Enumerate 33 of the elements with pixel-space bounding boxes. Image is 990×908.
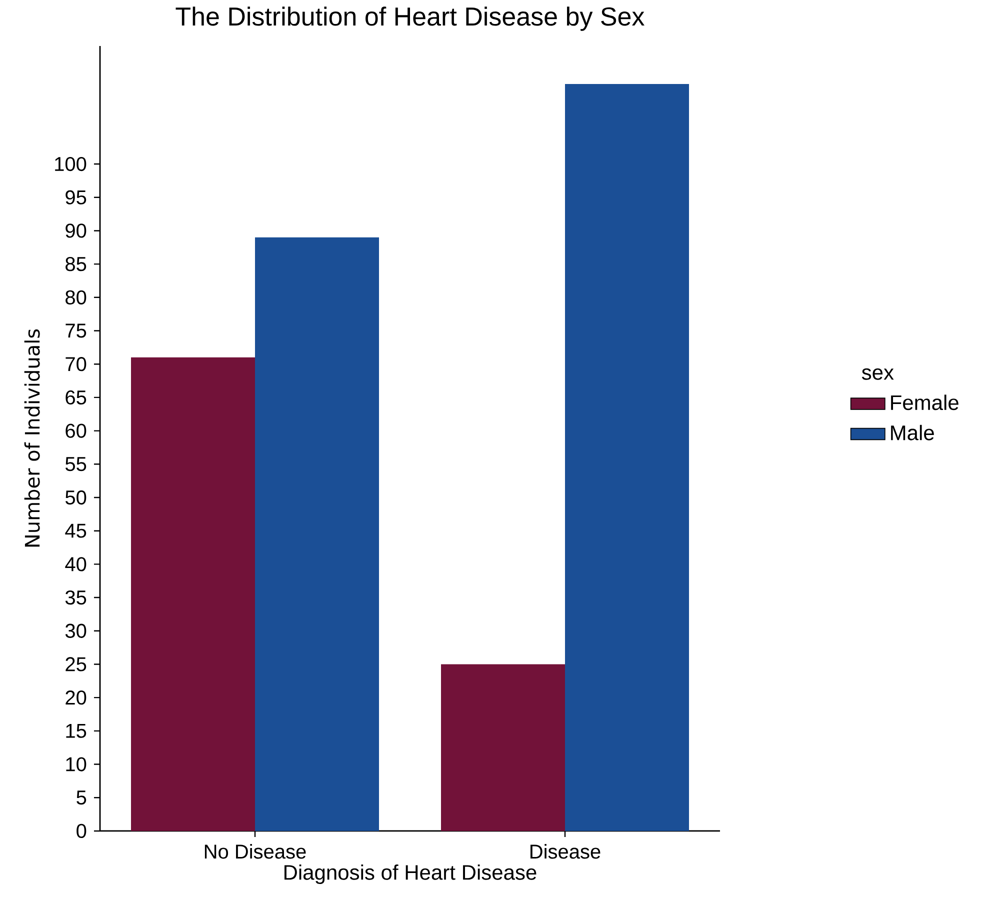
y-tick-label: 20 xyxy=(66,690,86,705)
x-axis-title: Diagnosis of Heart Disease xyxy=(284,864,536,884)
y-tick-label: 30 xyxy=(65,624,86,638)
y-tick-label: 25 xyxy=(66,657,86,672)
y-tick-label: 100 xyxy=(55,156,86,172)
y-tick-label: 90 xyxy=(66,224,86,238)
bar xyxy=(441,664,565,831)
legend-label: Male xyxy=(891,424,934,440)
y-tick-label: 40 xyxy=(65,557,86,572)
legend-title: sex xyxy=(862,368,894,380)
y-axis-title: Number of Individuals xyxy=(24,329,40,547)
bar xyxy=(131,357,255,831)
y-tick-label: 50 xyxy=(66,490,86,505)
y-tick-label: 95 xyxy=(66,190,86,204)
y-tick-label: 80 xyxy=(66,290,86,304)
x-tick-label: Disease xyxy=(530,844,600,859)
y-tick-label: 65 xyxy=(66,390,86,405)
x-tick-label: No Disease xyxy=(204,844,306,859)
bar xyxy=(565,84,690,831)
y-tick-label: 85 xyxy=(66,257,86,272)
y-tick-label: 35 xyxy=(65,590,86,605)
y-tick-label: 5 xyxy=(76,790,86,805)
legend-label: Female xyxy=(891,394,958,410)
chart-title: The Distribution of Heart Disease by Sex xyxy=(176,6,644,31)
y-tick-label: 45 xyxy=(65,524,86,538)
y-tick-label: 55 xyxy=(66,457,86,472)
bar xyxy=(255,237,380,831)
y-tick-label: 75 xyxy=(66,324,86,338)
y-tick-label: 10 xyxy=(66,757,86,772)
y-tick-label: 0 xyxy=(76,824,86,838)
y-tick-label: 60 xyxy=(66,424,86,438)
y-tick-label: 15 xyxy=(66,724,86,738)
y-tick-label: 70 xyxy=(66,357,86,372)
